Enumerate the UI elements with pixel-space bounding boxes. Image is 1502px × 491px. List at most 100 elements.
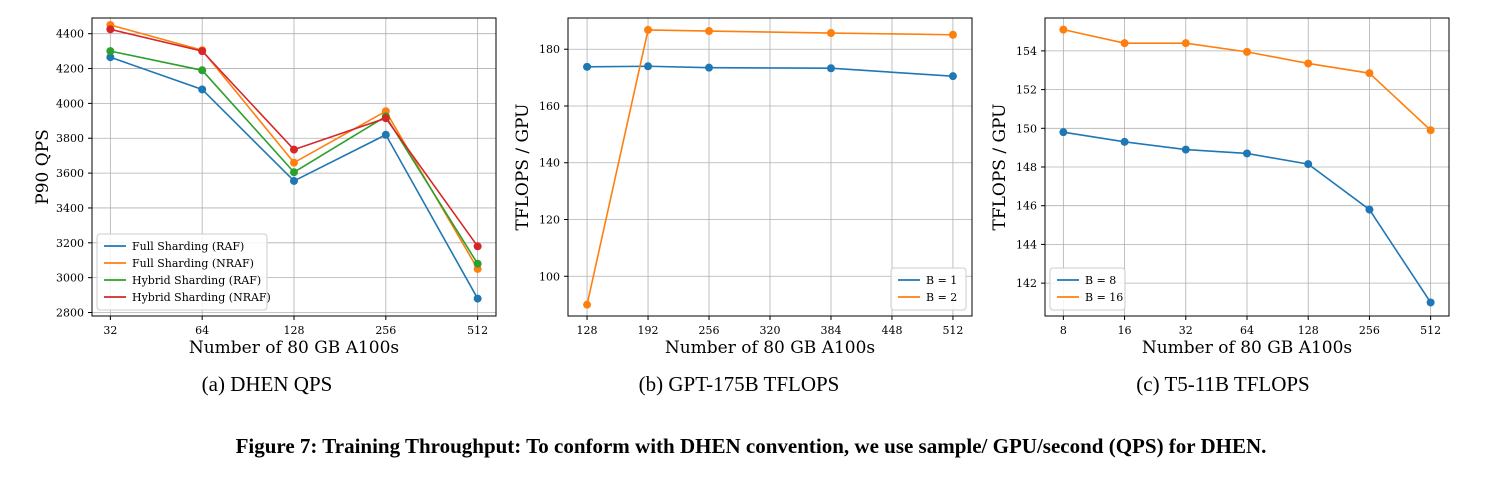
data-point <box>198 47 207 56</box>
x-tick-label: 256 <box>699 324 720 337</box>
x-tick-label: 384 <box>820 324 841 337</box>
data-point <box>826 29 835 38</box>
data-point <box>705 27 714 36</box>
gpt175b-tflops-xlabel: Number of 80 GB A100s <box>665 338 875 358</box>
legend-label: Hybrid Sharding (RAF) <box>132 274 261 287</box>
data-point <box>705 63 714 72</box>
x-tick-label: 64 <box>1240 324 1254 337</box>
data-point <box>381 114 390 123</box>
legend-label: B = 16 <box>1085 291 1123 304</box>
dhen-qps-grid <box>92 18 496 316</box>
data-point <box>106 25 115 34</box>
y-tick-label: 180 <box>539 43 560 56</box>
y-tick-label: 3200 <box>56 237 84 250</box>
gpt175b-tflops-y-ticks: 100 120 140 160 180 <box>539 43 568 283</box>
data-point <box>1426 126 1435 135</box>
data-point <box>1304 59 1313 68</box>
x-tick-label: 512 <box>467 324 488 337</box>
figure-caption: Figure 7: Training Throughput: To confor… <box>235 434 1267 458</box>
data-point <box>948 30 957 39</box>
data-point <box>473 259 482 268</box>
y-tick-label: 152 <box>1016 84 1037 97</box>
data-point <box>290 145 298 154</box>
x-tick-label: 256 <box>1359 324 1380 337</box>
legend-label: Full Sharding (RAF) <box>132 240 244 253</box>
data-point <box>106 47 115 56</box>
legend-box <box>1049 267 1126 311</box>
x-tick-label: 128 <box>577 324 598 337</box>
data-point <box>1120 137 1129 146</box>
dhen-qps-series-0 <box>106 53 482 303</box>
y-tick-label: 2800 <box>56 307 84 320</box>
t5-11b-tflops-series-0 <box>1059 128 1435 307</box>
data-point <box>1243 47 1251 56</box>
data-point <box>644 62 653 71</box>
y-tick-label: 160 <box>539 100 560 113</box>
x-tick-label: 128 <box>1298 324 1319 337</box>
y-tick-label: 4200 <box>56 63 84 76</box>
dhen-qps-series-3 <box>106 25 482 251</box>
data-point <box>1120 39 1129 48</box>
legend-label: B = 8 <box>1085 274 1116 287</box>
data-point <box>198 85 207 94</box>
data-point <box>583 300 592 309</box>
data-point <box>1059 25 1068 34</box>
gpt175b-tflops-legend: B = 1 B = 2 <box>890 267 967 311</box>
t5-11b-tflops-ylabel: TFLOPS / GPU <box>990 103 1010 230</box>
x-tick-label: 320 <box>760 324 781 337</box>
data-point <box>583 62 592 71</box>
subcaption-a: (a) DHEN QPS <box>201 372 333 396</box>
legend-label: Full Sharding (NRAF) <box>132 257 254 270</box>
y-tick-label: 144 <box>1016 238 1037 251</box>
gpt175b-tflops-series-0 <box>583 62 957 81</box>
x-tick-label: 512 <box>1420 324 1441 337</box>
legend-label: B = 2 <box>926 291 957 304</box>
data-point <box>1243 149 1251 158</box>
data-point <box>1426 298 1435 307</box>
t5-11b-tflops-y-ticks: 142 144 146 148 150 152 154 <box>1016 45 1045 290</box>
y-tick-label: 148 <box>1016 161 1037 174</box>
y-tick-label: 120 <box>539 214 560 227</box>
subcaption-c: (c) T5-11B TFLOPS <box>1136 372 1310 396</box>
y-tick-label: 4400 <box>56 28 84 41</box>
x-tick-label: 16 <box>1118 324 1132 337</box>
legend-label: B = 1 <box>926 274 957 287</box>
y-tick-label: 154 <box>1016 45 1037 58</box>
t5-11b-tflops-legend: B = 8 B = 16 <box>1049 267 1126 311</box>
x-tick-label: 192 <box>638 324 659 337</box>
y-tick-label: 146 <box>1016 200 1037 213</box>
subcaption-b: (b) GPT-175B TFLOPS <box>638 372 840 396</box>
data-point <box>1181 39 1190 48</box>
dhen-qps-xlabel: Number of 80 GB A100s <box>189 338 399 358</box>
data-point <box>1365 69 1374 78</box>
data-point <box>1059 128 1068 137</box>
data-point <box>381 130 390 139</box>
data-point <box>290 168 298 177</box>
x-tick-label: 512 <box>942 324 963 337</box>
x-tick-label: 128 <box>284 324 305 337</box>
gpt175b-tflops-ylabel: TFLOPS / GPU <box>513 103 533 230</box>
data-point <box>106 53 115 62</box>
y-tick-label: 100 <box>539 270 560 283</box>
y-tick-label: 4000 <box>56 97 84 110</box>
x-tick-label: 8 <box>1060 324 1067 337</box>
gpt175b-tflops-x-ticks: 128 192 256 320 384 448 512 <box>577 316 963 337</box>
data-point <box>644 25 653 34</box>
legend-label: Hybrid Sharding (NRAF) <box>132 291 271 304</box>
y-tick-label: 3000 <box>56 272 84 285</box>
legend-box <box>890 267 967 311</box>
legend-box <box>96 233 268 311</box>
t5-11b-tflops-xlabel: Number of 80 GB A100s <box>1142 338 1352 358</box>
t5-11b-tflops-grid <box>1045 18 1449 316</box>
y-tick-label: 150 <box>1016 122 1037 135</box>
chart-dhen-qps: 32 64 128 256 512 2800 3000 3200 3400 3600 3800 400… <box>33 17 497 358</box>
data-point <box>290 158 298 167</box>
dhen-qps-y-ticks: 2800 3000 3200 3400 3600 3800 4000 4200 4400 <box>56 28 92 320</box>
x-tick-label: 64 <box>195 324 209 337</box>
data-point <box>473 242 482 251</box>
t5-11b-tflops-series-1 <box>1059 25 1435 135</box>
data-point <box>948 72 957 81</box>
chart-t5-11b-tflops: 8 16 32 64 128 256 512 142 144 146 148 150 152 154 Num… <box>990 17 1450 358</box>
x-tick-label: 32 <box>103 324 117 337</box>
